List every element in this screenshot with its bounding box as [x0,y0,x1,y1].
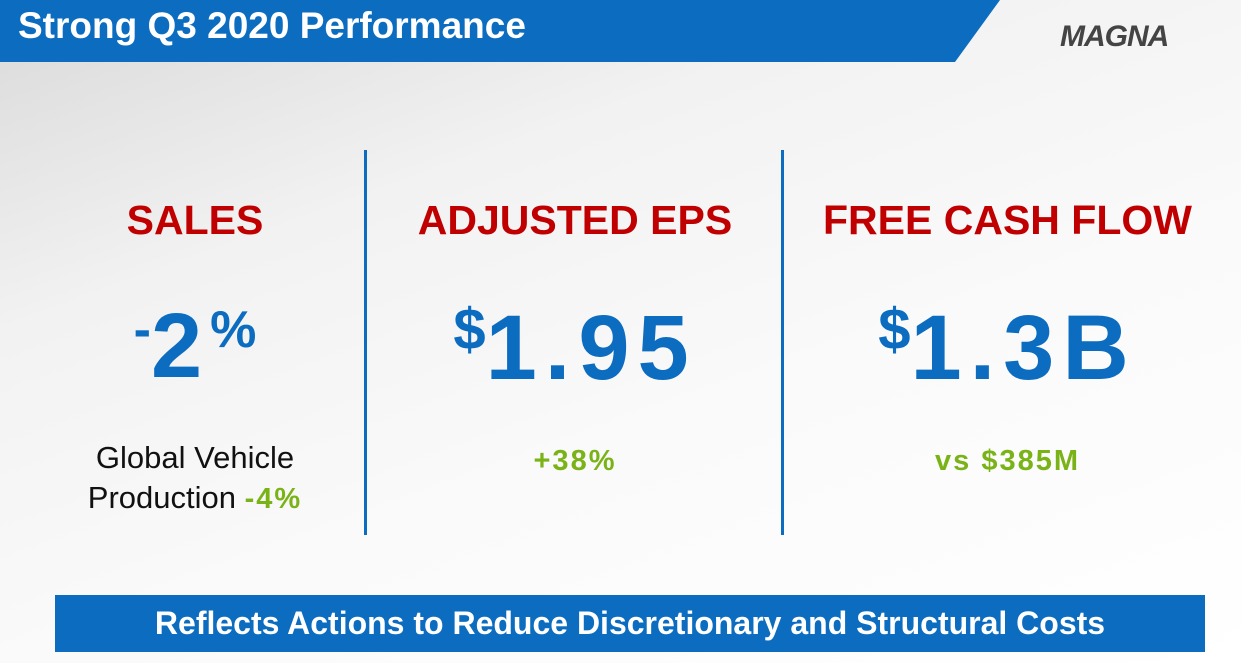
metric-label: ADJUSTED EPS [417,197,733,243]
metric-note: vs $385M [795,440,1220,481]
value-main: 1.3B [910,297,1137,399]
metric: SALES -2% Global Vehicle Production -4% [30,195,360,519]
metric-label: SALES [126,197,264,243]
metric-value: $1.3B [795,275,1220,430]
header-bar [0,0,1000,62]
note-highlight: +38% [533,445,617,477]
metric-value: $1.95 [380,275,770,430]
divider [781,150,784,535]
metric: ADJUSTED EPS $1.95 +38% [380,195,770,481]
note-highlight: -4% [244,483,303,515]
logo: MAGNA [1060,20,1169,53]
footer-banner: Reflects Actions to Reduce Discretionary… [55,595,1205,652]
value-prefix: $ [453,297,486,362]
metric-note: +38% [380,440,770,481]
value-prefix: $ [878,297,911,362]
divider [364,150,367,535]
metric: FREE CASH FLOW $1.3B vs $385M [795,195,1220,481]
value-main: 1.95 [485,297,697,399]
metric-value: -2% [30,275,360,428]
value-main: 2 [150,295,211,397]
note-highlight: vs $385M [935,445,1080,477]
value-suffix: % [210,301,257,359]
metric-note: Global Vehicle Production -4% [65,438,325,519]
note-text: Global Vehicle Production [87,440,295,515]
metric-label: FREE CASH FLOW [823,197,1192,243]
title: Strong Q3 2020 Performance [18,5,526,46]
value-prefix: - [133,301,151,359]
